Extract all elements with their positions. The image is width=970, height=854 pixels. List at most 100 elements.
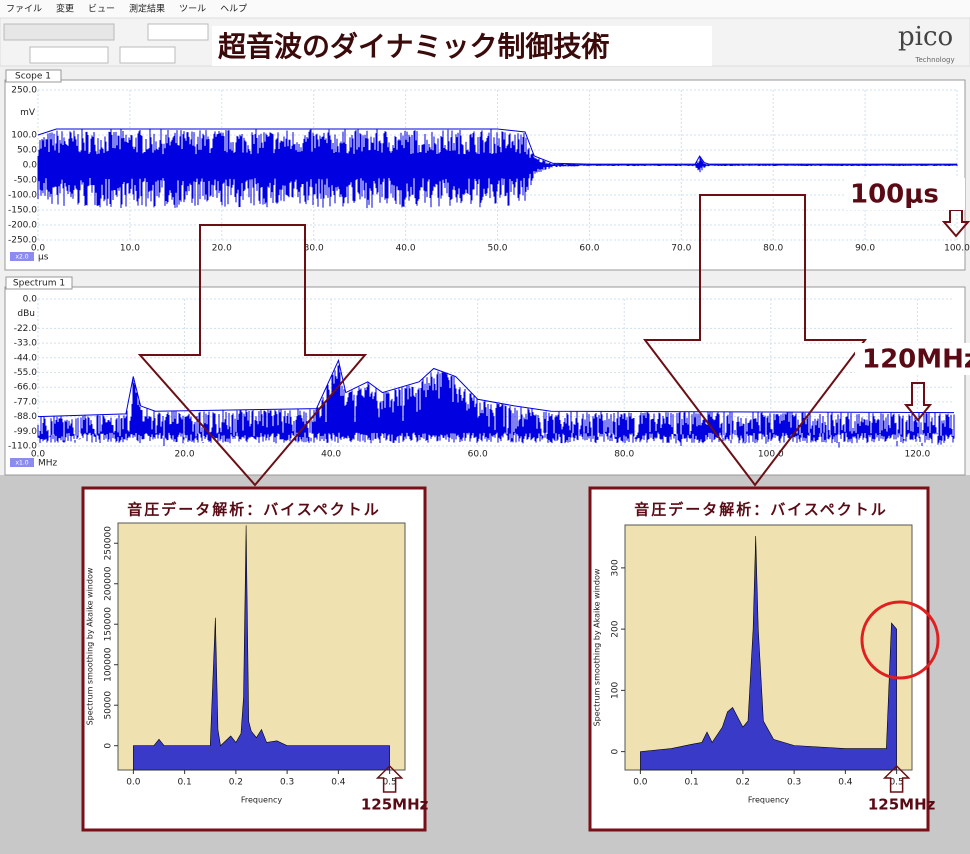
y-tick-label: 0: [104, 743, 114, 749]
y-tick-label: -100.0: [8, 191, 37, 201]
menu: ファイル 変更 ビュー 測定結果 ツール ヘルプ: [6, 3, 247, 15]
y-tick-label: 250.0: [11, 86, 37, 96]
x-label: Frequency: [241, 796, 283, 805]
y-tick-label: -50.0: [14, 176, 38, 186]
menu-item[interactable]: 変更: [56, 3, 74, 15]
menu-item[interactable]: ヘルプ: [220, 4, 247, 15]
y-tick-label: -33.0: [14, 339, 38, 349]
tab-label: Scope 1: [15, 72, 51, 82]
small-arrow: [903, 382, 933, 422]
y-tick-label: 0.0: [23, 295, 38, 305]
callout-arrows: [137, 194, 970, 487]
x-tick-label: 0.2: [229, 778, 243, 788]
panel-title: 音圧データ解析：バイスペクトル: [127, 501, 381, 519]
logo: pico: [898, 22, 953, 52]
x-tick-label: 30.0: [304, 244, 324, 254]
x-tick-label: 0.1: [684, 778, 698, 788]
logo-sub: Technology: [914, 56, 954, 64]
envelope: [37, 128, 957, 165]
zoom-label: x2.0: [15, 254, 28, 261]
x-tick-label: 0.1: [177, 778, 191, 788]
tab-label: Spectrum 1: [13, 279, 65, 289]
x-tick-label: 0.0: [31, 244, 46, 254]
y-tick-label: 250000: [104, 526, 114, 561]
menu-item[interactable]: 測定結果: [129, 3, 165, 15]
small-arrow: [941, 209, 970, 238]
y-tick-label: 100: [611, 682, 621, 699]
scope-plot: 250.0 100.0 50.0 0.0 -50.0 -100.0 -150.0 -200.0…: [8, 86, 970, 263]
x-tick-label: 80.0: [614, 450, 634, 460]
label-box: [855, 343, 970, 375]
x-label: Frequency: [748, 796, 790, 805]
dropdown[interactable]: [147, 23, 209, 41]
spectrum-tab[interactable]: [5, 276, 73, 290]
x-tick-label: 0.5: [382, 778, 396, 788]
y-tick-label: 300: [611, 559, 621, 576]
small-arrow: [882, 764, 911, 793]
y-tick-label: -44.0: [14, 353, 38, 363]
x-tick-label: 0.0: [126, 778, 141, 788]
x-tick-label: 0.4: [838, 778, 853, 788]
zoom-label: x1.0: [15, 460, 28, 467]
label-box: [845, 178, 965, 210]
menu-item[interactable]: ビュー: [88, 4, 115, 15]
waveform: [37, 129, 958, 209]
x-tick-label: 20.0: [175, 450, 195, 460]
arrow: [137, 224, 368, 487]
toolbar-controls: [3, 23, 209, 64]
highlight-circle: [860, 600, 940, 680]
y-tick-label: -88.0: [14, 412, 38, 422]
spectrum-panel: [4, 286, 966, 476]
menu-item[interactable]: ファイル: [6, 5, 42, 15]
x-tick-label: 0.4: [331, 778, 346, 788]
x-tick-label: 120.0: [904, 450, 930, 460]
scope-tab[interactable]: [5, 69, 62, 83]
dropdown[interactable]: [29, 46, 109, 64]
x-tick-label: 10.0: [120, 244, 140, 254]
y-tick-label: 0.0: [23, 161, 38, 171]
note: 125MHz: [868, 796, 936, 814]
y-tick-label: 150000: [104, 607, 114, 642]
overlay-title: 超音波のダイナミック制御技術: [218, 30, 609, 63]
note: 125MHz: [361, 796, 429, 814]
y-tick-label: 0: [611, 748, 621, 754]
freq-annotation: 120MHz: [862, 345, 970, 375]
x-tick-label: 90.0: [855, 244, 875, 254]
x-tick-label: 0.5: [889, 778, 903, 788]
x-tick-label: 0.3: [787, 778, 801, 788]
menu-item[interactable]: ツール: [179, 5, 206, 15]
y-label: Spectrum smoothing by Akaike window: [593, 568, 602, 726]
y-tick-label: -150.0: [8, 206, 37, 216]
zoom-badge: [10, 458, 34, 467]
x-tick-label: 0.0: [633, 778, 648, 788]
title-box: [212, 26, 712, 66]
y-tick-label: 100000: [104, 647, 114, 682]
envelope: [37, 358, 955, 418]
x-tick-label: 80.0: [763, 244, 783, 254]
time-annotation: 100μs: [850, 180, 939, 210]
y-tick-label: 50.0: [17, 146, 37, 156]
x-tick-label: 60.0: [579, 244, 599, 254]
y-tick-label: 50000: [104, 691, 114, 720]
y-tick-label: -200.0: [8, 221, 37, 231]
x-tick-label: 40.0: [396, 244, 416, 254]
x-tick-label: 0.3: [280, 778, 294, 788]
x-unit: µs: [38, 253, 49, 263]
panel-title: 音圧データ解析：バイスペクトル: [634, 501, 888, 519]
y-tick-label: -110.0: [8, 442, 37, 452]
waveform: [37, 365, 955, 448]
y-unit: dBu: [17, 309, 35, 319]
toolbar-buttons[interactable]: [3, 23, 115, 41]
y-tick-label: 100.0: [11, 131, 37, 141]
x-tick-label: 100.0: [944, 244, 970, 254]
x-tick-label: 50.0: [487, 244, 507, 254]
dropdown[interactable]: [119, 46, 176, 64]
bispectrum-plot: 音圧データ解析：バイスペクトル 0.0 0.1 0.2 0.3 0.4 0.5 0 50000 1…: [86, 501, 429, 814]
zoom-badge: [10, 252, 34, 261]
bispectrum-plot: 音圧データ解析：バイスペクトル 0.0 0.1 0.2 0.3 0.4 0.5 0 100 200…: [593, 501, 936, 814]
y-unit: mV: [20, 108, 36, 118]
arrow: [642, 194, 868, 487]
x-unit: MHz: [38, 459, 58, 469]
